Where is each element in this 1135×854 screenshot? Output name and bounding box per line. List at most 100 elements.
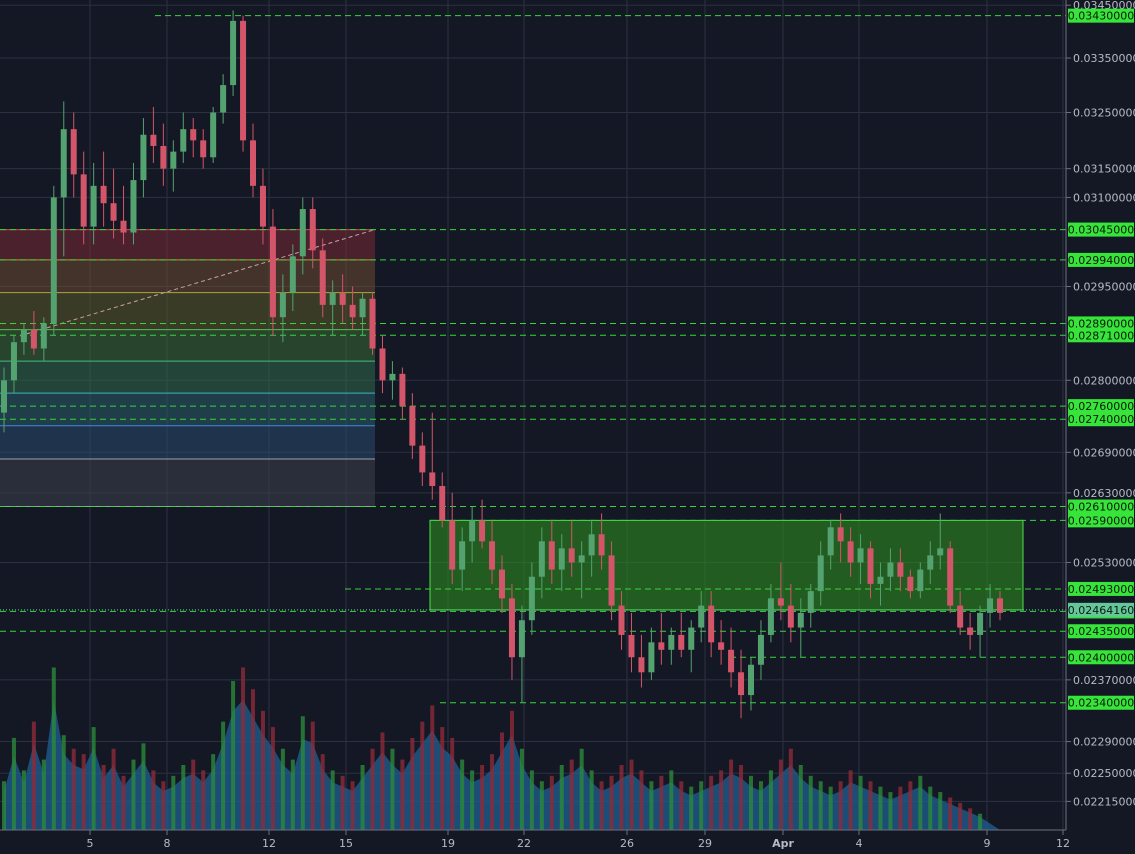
candle-body[interactable] <box>718 642 725 650</box>
candle-body[interactable] <box>917 569 924 592</box>
candle-body[interactable] <box>797 612 804 628</box>
candle-body[interactable] <box>80 174 87 227</box>
candle-body[interactable] <box>60 129 67 198</box>
candle-body[interactable] <box>927 555 934 570</box>
candle-body[interactable] <box>847 541 854 563</box>
candle-body[interactable] <box>688 627 695 650</box>
candle-body[interactable] <box>40 323 47 349</box>
candle-body[interactable] <box>887 562 894 577</box>
candle-body[interactable] <box>757 634 764 665</box>
candle-body[interactable] <box>339 292 346 305</box>
candle-body[interactable] <box>867 548 874 584</box>
candles[interactable] <box>1 10 1003 719</box>
candle-body[interactable] <box>299 209 306 257</box>
candle-body[interactable] <box>837 527 844 542</box>
candle-body[interactable] <box>210 112 217 158</box>
candle-body[interactable] <box>608 555 615 606</box>
candle-body[interactable] <box>568 548 575 563</box>
candle-body[interactable] <box>279 292 286 318</box>
candle-body[interactable] <box>728 649 735 673</box>
candle-body[interactable] <box>469 520 476 542</box>
candle-body[interactable] <box>807 591 814 613</box>
candle-body[interactable] <box>508 598 515 658</box>
candle-body[interactable] <box>359 298 366 318</box>
candle-body[interactable] <box>708 605 715 643</box>
candle-body[interactable] <box>628 634 635 658</box>
candle-body[interactable] <box>548 541 555 570</box>
candle-body[interactable] <box>947 548 954 606</box>
candle-body[interactable] <box>220 85 227 113</box>
candle-body[interactable] <box>658 642 665 650</box>
candle-body[interactable] <box>90 185 97 227</box>
candle-body[interactable] <box>937 548 944 556</box>
candle-body[interactable] <box>648 642 655 673</box>
candle-body[interactable] <box>987 598 994 613</box>
candle-body[interactable] <box>787 605 794 628</box>
candle-body[interactable] <box>349 304 356 318</box>
candle-body[interactable] <box>379 348 386 381</box>
candle-body[interactable] <box>120 220 127 233</box>
candle-body[interactable] <box>489 541 496 570</box>
candle-body[interactable] <box>967 627 974 635</box>
candle-body[interactable] <box>399 373 406 407</box>
candle-body[interactable] <box>180 129 187 152</box>
candle-body[interactable] <box>140 134 147 181</box>
candle-body[interactable] <box>309 209 316 251</box>
candle-body[interactable] <box>329 292 336 305</box>
candle-body[interactable] <box>259 185 266 227</box>
candle-body[interactable] <box>558 548 565 570</box>
candle-body[interactable] <box>230 20 237 86</box>
candle-body[interactable] <box>518 620 525 658</box>
candle-body[interactable] <box>638 657 645 673</box>
candle-body[interactable] <box>419 445 426 473</box>
candle-body[interactable] <box>319 250 326 305</box>
candle-body[interactable] <box>897 562 904 577</box>
consolidation-zone-box[interactable] <box>429 519 1024 611</box>
candle-body[interactable] <box>748 664 754 696</box>
candle-body[interactable] <box>190 129 197 141</box>
candle-body[interactable] <box>668 634 675 650</box>
candle-body[interactable] <box>289 256 296 293</box>
candle-body[interactable] <box>957 605 964 628</box>
candle-body[interactable] <box>439 486 446 521</box>
candle-body[interactable] <box>907 576 914 592</box>
candle-body[interactable] <box>738 672 745 696</box>
candle-body[interactable] <box>459 541 466 570</box>
candle-body[interactable] <box>429 472 436 487</box>
candle-body[interactable] <box>170 151 177 169</box>
candle-body[interactable] <box>150 134 157 146</box>
candle-body[interactable] <box>110 203 117 221</box>
candle-body[interactable] <box>1 380 7 413</box>
candle-body[interactable] <box>977 612 984 635</box>
candle-body[interactable] <box>528 576 535 621</box>
candle-body[interactable] <box>817 555 824 592</box>
candle-body[interactable] <box>538 541 545 577</box>
candle-body[interactable] <box>698 605 705 628</box>
candle-body[interactable] <box>479 520 486 542</box>
candle-body[interactable] <box>578 555 585 563</box>
candle-body[interactable] <box>30 329 37 349</box>
candle-body[interactable] <box>767 598 774 635</box>
candle-body[interactable] <box>269 226 276 318</box>
candle-body[interactable] <box>618 605 625 635</box>
candle-body[interactable] <box>160 145 167 169</box>
candle-body[interactable] <box>70 129 77 175</box>
candle-body[interactable] <box>997 598 1003 613</box>
candle-body[interactable] <box>130 180 137 233</box>
candle-body[interactable] <box>200 140 207 158</box>
candle-body[interactable] <box>369 298 376 349</box>
candle-body[interactable] <box>10 342 17 381</box>
candle-body[interactable] <box>449 520 456 570</box>
candle-body[interactable] <box>409 406 416 446</box>
candle-body[interactable] <box>877 576 884 584</box>
candle-body[interactable] <box>857 548 864 563</box>
candle-body[interactable] <box>250 140 256 186</box>
candle-body[interactable] <box>100 185 107 204</box>
candle-body[interactable] <box>598 534 605 556</box>
candle-body[interactable] <box>20 329 27 343</box>
candle-body[interactable] <box>678 634 685 650</box>
candle-body[interactable] <box>50 197 57 324</box>
candle-body[interactable] <box>827 527 834 556</box>
